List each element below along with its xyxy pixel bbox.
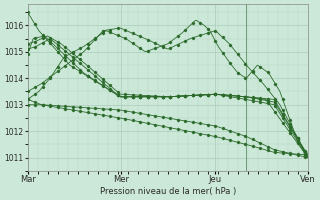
X-axis label: Pression niveau de la mer( hPa ): Pression niveau de la mer( hPa ) [100, 187, 236, 196]
